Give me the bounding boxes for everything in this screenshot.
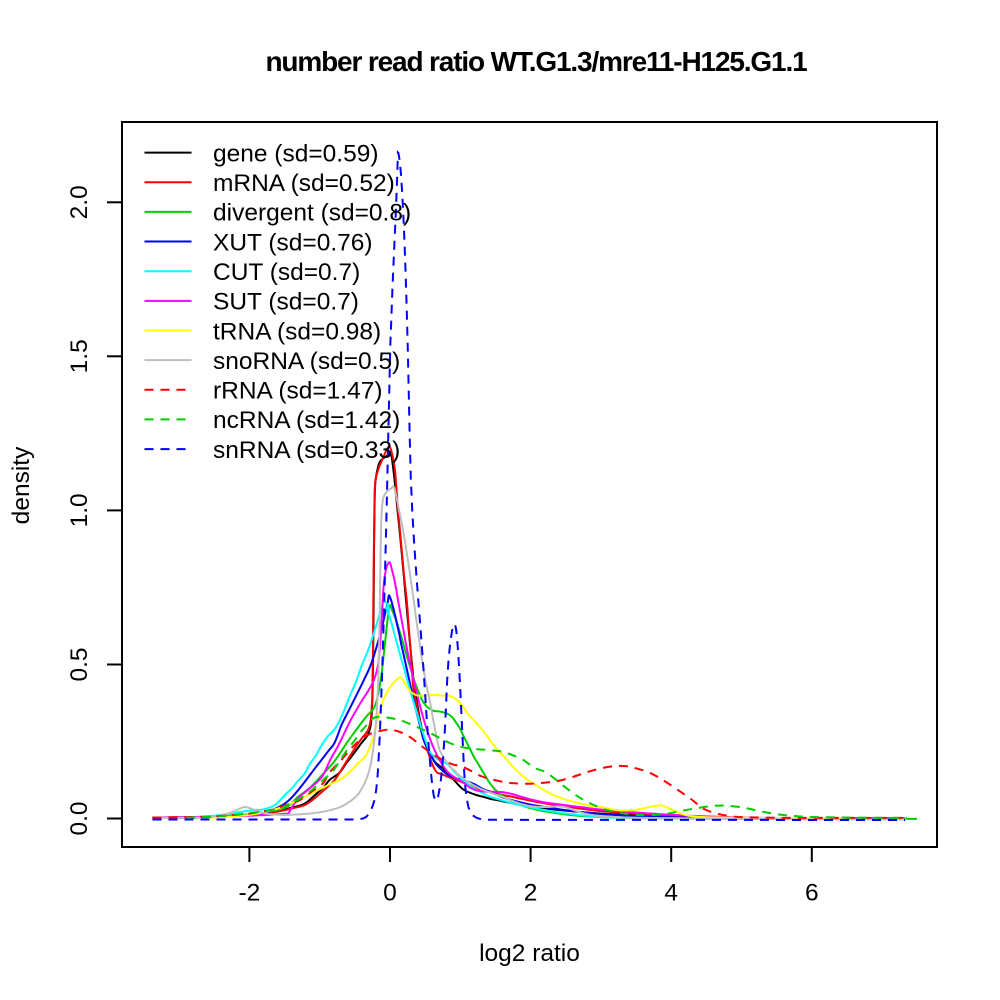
- svg-text:mRNA (sd=0.52): mRNA (sd=0.52): [213, 170, 395, 197]
- svg-text:2: 2: [524, 880, 538, 907]
- svg-text:0.5: 0.5: [66, 647, 93, 681]
- svg-text:-2: -2: [239, 880, 261, 907]
- svg-text:1.5: 1.5: [66, 339, 93, 373]
- svg-text:number read ratio WT.G1.3/mre1: number read ratio WT.G1.3/mre11-H125.G1.…: [265, 46, 807, 77]
- svg-text:gene (sd=0.59): gene (sd=0.59): [213, 140, 379, 167]
- svg-text:log2 ratio: log2 ratio: [479, 940, 580, 967]
- svg-text:divergent (sd=0.8): divergent (sd=0.8): [213, 200, 411, 227]
- svg-text:0.0: 0.0: [66, 801, 93, 835]
- svg-text:rRNA (sd=1.47): rRNA (sd=1.47): [213, 378, 383, 405]
- svg-text:4: 4: [664, 880, 678, 907]
- svg-text:tRNA (sd=0.98): tRNA (sd=0.98): [213, 318, 381, 345]
- svg-text:ncRNA (sd=1.42): ncRNA (sd=1.42): [213, 407, 400, 434]
- svg-text:SUT (sd=0.7): SUT (sd=0.7): [213, 289, 359, 316]
- svg-text:2.0: 2.0: [66, 185, 93, 219]
- svg-text:snRNA (sd=0.33): snRNA (sd=0.33): [213, 437, 400, 464]
- svg-text:density: density: [8, 446, 35, 524]
- svg-text:XUT (sd=0.76): XUT (sd=0.76): [213, 229, 373, 256]
- svg-text:0: 0: [383, 880, 397, 907]
- svg-text:1.0: 1.0: [66, 493, 93, 527]
- svg-text:6: 6: [805, 880, 819, 907]
- svg-text:CUT (sd=0.7): CUT (sd=0.7): [213, 259, 360, 286]
- svg-text:snoRNA (sd=0.5): snoRNA (sd=0.5): [213, 348, 400, 375]
